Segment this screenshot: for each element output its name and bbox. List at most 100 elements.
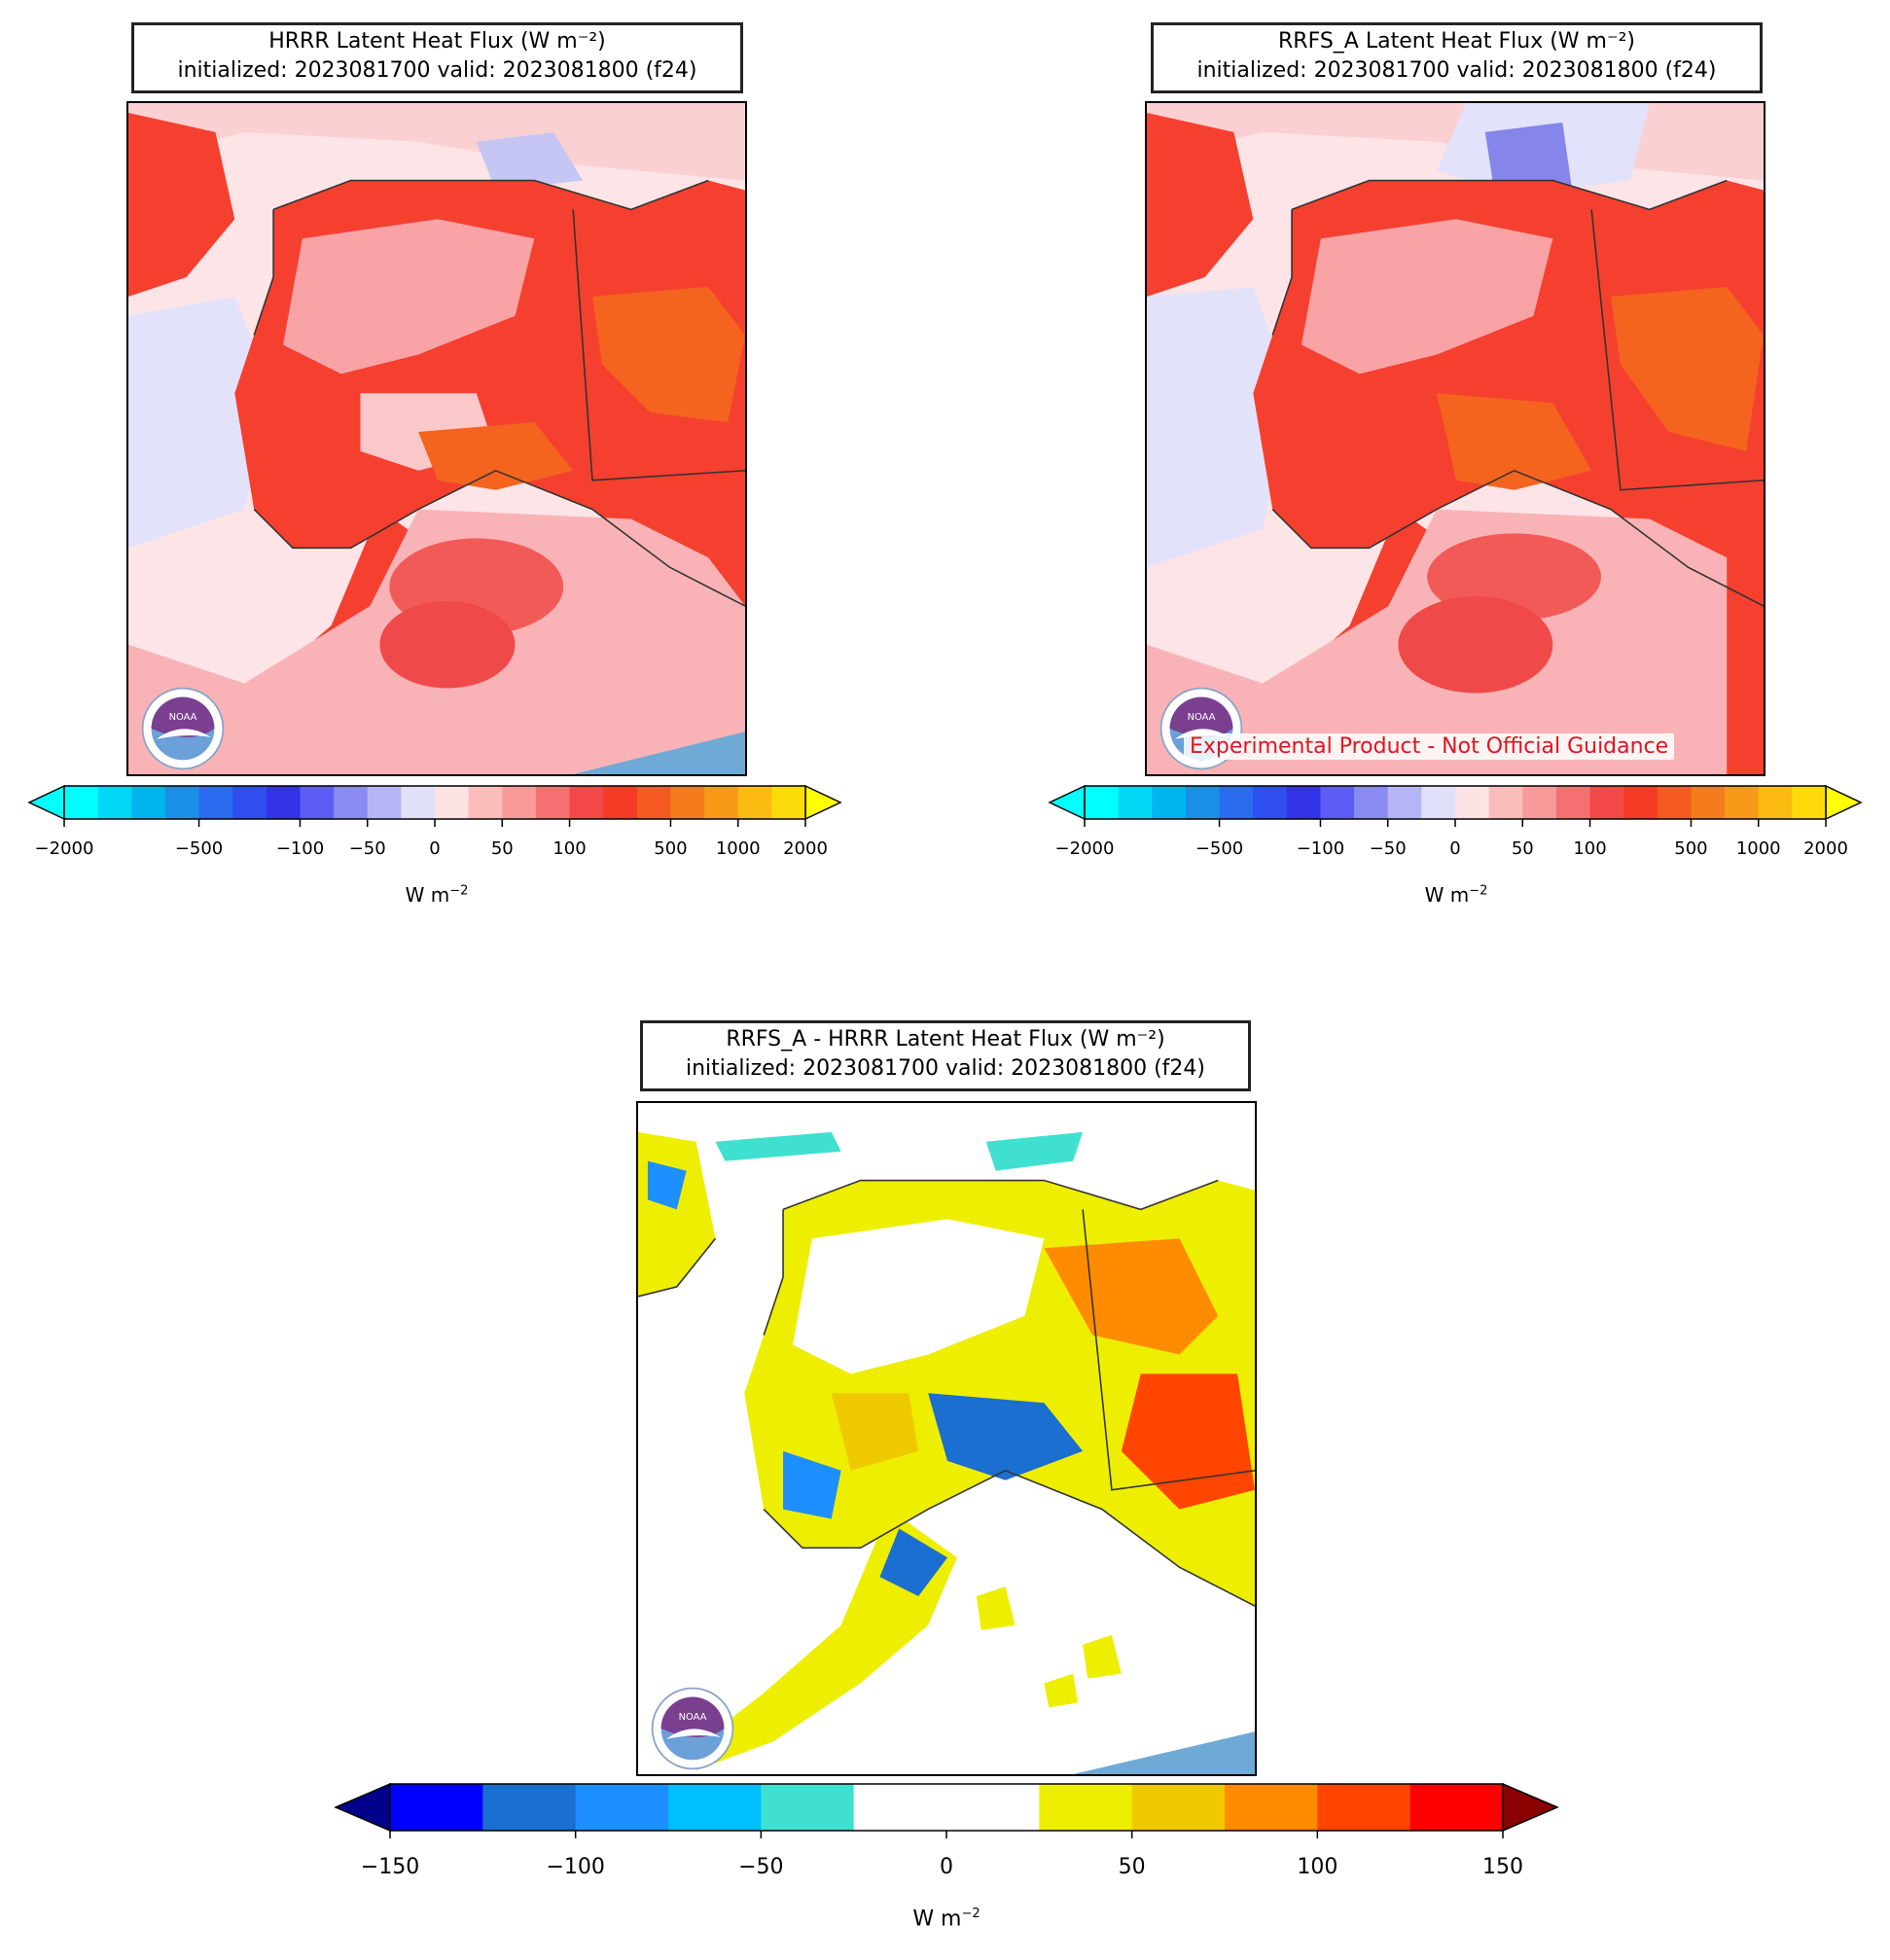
colorbar-swatch xyxy=(1317,1784,1411,1831)
svg-text:NOAA: NOAA xyxy=(679,1712,707,1723)
colorbar-swatch xyxy=(390,1784,483,1831)
colorbar-tick-label: −100 xyxy=(276,838,324,859)
colorbar-swatch xyxy=(1555,786,1591,819)
colorbar-tick-label: 100 xyxy=(1297,1855,1337,1879)
colorbar-swatch xyxy=(1320,786,1355,819)
hrrr-title: HRRR Latent Heat Flux (W m⁻²) xyxy=(268,29,606,53)
colorbar-swatch xyxy=(1455,786,1490,819)
colorbar-swatch xyxy=(1421,786,1456,819)
colorbar-tick-label: −50 xyxy=(349,838,386,859)
colorbar-swatch xyxy=(1387,786,1422,819)
colorbar-tick-label: 50 xyxy=(1512,838,1534,859)
colorbar-swatch xyxy=(334,786,369,819)
colorbar-tick-label: 1000 xyxy=(716,838,761,859)
diff-map[interactable]: NOAA xyxy=(636,1101,1257,1776)
rrfs-title: RRFS_A Latent Heat Flux (W m⁻²) xyxy=(1278,29,1635,53)
colorbar-swatch xyxy=(737,786,772,819)
colorbar-tick-label: 1000 xyxy=(1736,838,1781,859)
colorbar-extend-high xyxy=(1825,784,1863,821)
diff-colorbar-unit: W m−2 xyxy=(912,1907,981,1932)
colorbar-swatch xyxy=(1409,1784,1504,1831)
diff-colorbar: −150 −100 −50 0 50 100 150 xyxy=(334,1782,1559,1891)
colorbar-swatch xyxy=(300,786,335,819)
colorbar-tick-label: −50 xyxy=(738,1855,783,1879)
colorbar-swatch xyxy=(232,786,267,819)
colorbar-swatch xyxy=(670,786,705,819)
colorbar-swatch xyxy=(266,786,301,819)
hrrr-colorbar-unit: W m−2 xyxy=(405,883,469,907)
colorbar-swatch xyxy=(1219,786,1254,819)
rrfs-map[interactable]: NOAA Experimental Product - Not Official… xyxy=(1145,101,1765,776)
colorbar-tick-label: −100 xyxy=(1297,838,1344,859)
colorbar-tick-label: −500 xyxy=(175,838,223,859)
diff-init-valid: initialized: 2023081700 valid: 202308180… xyxy=(686,1056,1205,1081)
colorbar-swatch xyxy=(603,786,638,819)
rrfs-colorbar-unit: W m−2 xyxy=(1424,883,1488,907)
colorbar-swatch xyxy=(636,786,671,819)
colorbar-swatch xyxy=(761,1784,855,1831)
colorbar-extend-high xyxy=(1502,1782,1559,1833)
colorbar-tick-label: −100 xyxy=(546,1855,604,1879)
colorbar-swatch xyxy=(1039,1784,1133,1831)
colorbar-extend-low xyxy=(1048,784,1086,821)
colorbar-swatch xyxy=(131,786,166,819)
colorbar-swatch xyxy=(502,786,537,819)
colorbar-swatch xyxy=(1354,786,1389,819)
noaa-logo-icon: NOAA xyxy=(651,1687,734,1770)
rrfs-colorbar-svg: −2000 −500 −100 −50 0 50 100 500 1000 2000 xyxy=(1048,784,1863,859)
colorbar-swatch xyxy=(946,1784,1040,1831)
colorbar-tick-label: 100 xyxy=(1573,838,1606,859)
noaa-logo-icon: NOAA xyxy=(141,687,225,770)
colorbar-tick-label: 2000 xyxy=(783,838,828,859)
hrrr-colorbar: −2000 −500 −100 −50 0 50 100 500 1000 2000 xyxy=(27,784,846,873)
colorbar-swatch xyxy=(1118,786,1153,819)
colorbar-swatch xyxy=(367,786,402,819)
colorbar-extend-high xyxy=(804,784,842,821)
colorbar-swatch xyxy=(482,1784,577,1831)
colorbar-swatch xyxy=(435,786,470,819)
colorbar-tick-label: 100 xyxy=(553,838,586,859)
hrrr-title-box: HRRR Latent Heat Flux (W m⁻²) initialize… xyxy=(131,22,743,93)
colorbar-swatch xyxy=(569,786,604,819)
colorbar-swatch xyxy=(164,786,200,819)
colorbar-extend-low xyxy=(334,1782,391,1833)
colorbar-swatch xyxy=(468,786,503,819)
svg-text:NOAA: NOAA xyxy=(169,712,197,723)
rrfs-colorbar: −2000 −500 −100 −50 0 50 100 500 1000 2000 xyxy=(1048,784,1867,873)
colorbar-swatch xyxy=(1286,786,1321,819)
colorbar-swatch xyxy=(1152,786,1187,819)
colorbar-tick-label: −50 xyxy=(1370,838,1407,859)
svg-text:NOAA: NOAA xyxy=(1188,712,1216,723)
colorbar-swatch xyxy=(1253,786,1288,819)
colorbar-tick-label: 50 xyxy=(491,838,514,859)
colorbar-tick-label: 50 xyxy=(1119,1855,1146,1879)
colorbar-tick-label: 150 xyxy=(1482,1855,1523,1879)
colorbar-swatch xyxy=(401,786,436,819)
colorbar-tick-label: 0 xyxy=(429,838,440,859)
colorbar-tick-label: 500 xyxy=(1674,838,1707,859)
colorbar-swatch xyxy=(1522,786,1557,819)
diff-title: RRFS_A - HRRR Latent Heat Flux (W m⁻²) xyxy=(726,1027,1165,1051)
colorbar-swatch xyxy=(1691,786,1726,819)
colorbar-swatch xyxy=(1225,1784,1318,1831)
colorbar-tick-label: −150 xyxy=(361,1855,419,1879)
colorbar-tick-label: −2000 xyxy=(35,838,94,859)
colorbar-swatch xyxy=(1725,786,1760,819)
hrrr-map[interactable]: NOAA xyxy=(126,101,747,776)
colorbar-tick-label: 2000 xyxy=(1803,838,1848,859)
colorbar-swatch xyxy=(1657,786,1692,819)
colorbar-swatch xyxy=(97,786,132,819)
colorbar-swatch xyxy=(1623,786,1658,819)
colorbar-swatch xyxy=(198,786,233,819)
experimental-disclaimer: Experimental Product - Not Official Guid… xyxy=(1184,733,1675,760)
colorbar-swatch xyxy=(1589,786,1624,819)
hrrr-colorbar-svg: −2000 −500 −100 −50 0 50 100 500 1000 2000 xyxy=(27,784,842,859)
colorbar-tick-label: 500 xyxy=(654,838,687,859)
colorbar-swatch xyxy=(575,1784,669,1831)
rrfs-init-valid: initialized: 2023081700 valid: 202308180… xyxy=(1196,58,1717,83)
colorbar-swatch xyxy=(1085,786,1120,819)
colorbar-swatch xyxy=(1185,786,1221,819)
colorbar-extend-low xyxy=(27,784,65,821)
colorbar-tick-label: −2000 xyxy=(1055,838,1115,859)
colorbar-swatch xyxy=(668,1784,762,1831)
